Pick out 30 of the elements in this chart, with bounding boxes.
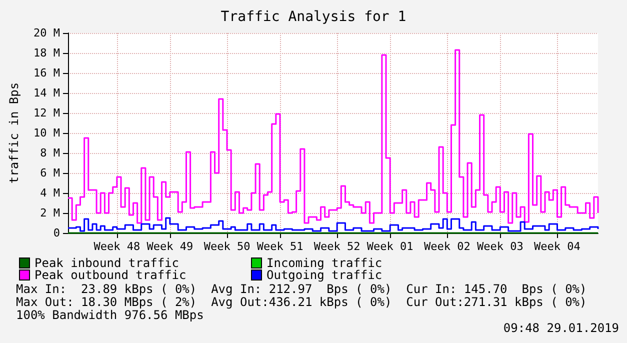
y-tick-label: 6 M [40, 166, 60, 180]
y-axis-title: traffic in Bps [7, 82, 21, 184]
x-tick-label: Week 50 [204, 240, 250, 253]
x-tick-label: Week 52 [314, 240, 360, 253]
legend-label: Peak inbound traffic [34, 256, 179, 270]
text: 09:48 29.01.2019 [503, 321, 619, 335]
text: Max Out: 18.30 MBps ( 2%) Avg Out:436.21 kBps ( 0%) Cur Out:271.31 kBps ( 0%) [16, 295, 587, 309]
text: 100% Bandwidth 976.56 MBps [16, 308, 204, 322]
x-tick-label: Week 51 [256, 240, 304, 253]
x-tick-label: Week 03 [476, 240, 524, 253]
x-tick-label: Week 04 [534, 240, 581, 253]
y-tick-label: 10 M [34, 126, 60, 140]
legend-label: Peak outbound traffic [34, 268, 186, 282]
x-tick-label: Week 48 [94, 240, 140, 253]
x-tick-label: Week 01 [366, 240, 414, 253]
y-tick-label: 16 M [34, 66, 60, 80]
x-tick-label: Week 02 [424, 240, 470, 253]
y-tick-label: 18 M [34, 46, 60, 60]
y-tick-label: 14 M [34, 86, 60, 100]
legend-label: Incoming traffic [266, 256, 382, 270]
y-tick-label: 20 M [34, 26, 60, 40]
legend-label: Outgoing traffic [266, 268, 382, 282]
y-tick-label: 12 M [34, 106, 60, 120]
y-tick-label: 4 M [40, 186, 60, 200]
text: Max In: 23.89 kBps ( 0%) Avg In: 212.97 Bps ( 0%) Cur In: 145.70 Bps ( 0%) [16, 282, 587, 296]
y-tick-label: 8 M [40, 146, 60, 160]
y-tick-label: 2 M [40, 206, 60, 220]
chart-title: Traffic Analysis for 1 [220, 9, 406, 25]
y-tick-label: 0 [53, 226, 60, 240]
x-tick-label: Week 49 [146, 240, 194, 253]
